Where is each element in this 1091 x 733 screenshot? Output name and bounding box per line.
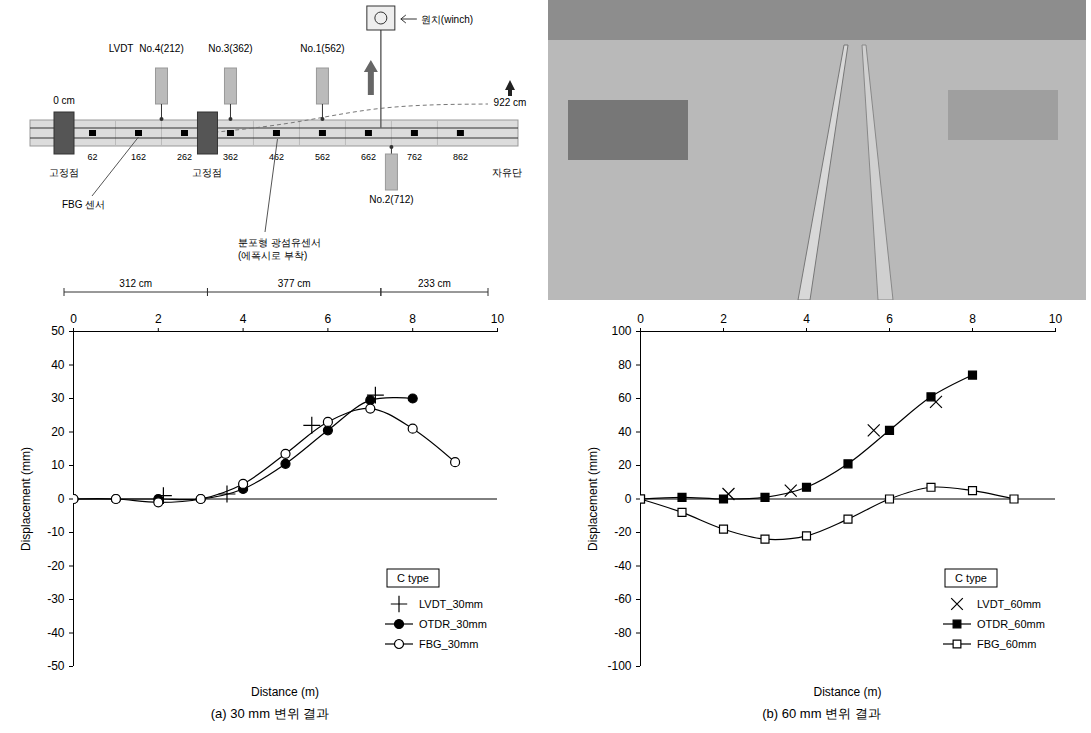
svg-text:0 cm: 0 cm — [53, 95, 75, 106]
svg-text:162: 162 — [131, 152, 146, 162]
svg-text:LVDT_30mm: LVDT_30mm — [419, 598, 483, 610]
svg-text:262: 262 — [177, 152, 192, 162]
svg-text:No.1(562): No.1(562) — [300, 43, 344, 54]
svg-text:0: 0 — [70, 312, 77, 326]
svg-text:고정점: 고정점 — [192, 167, 222, 178]
svg-text:562: 562 — [315, 152, 330, 162]
svg-text:Displacement (mm): Displacement (mm) — [19, 447, 33, 551]
svg-text:312 cm: 312 cm — [119, 278, 152, 289]
svg-text:20: 20 — [51, 425, 65, 439]
svg-text:4: 4 — [240, 312, 247, 326]
svg-text:762: 762 — [407, 152, 422, 162]
svg-text:원치(winch): 원치(winch) — [421, 14, 473, 25]
html-text:Distance (m): Distance (m) — [813, 685, 882, 699]
svg-text:Displacement (mm): Displacement (mm) — [586, 447, 600, 551]
svg-text:-40: -40 — [47, 626, 65, 640]
svg-text:-50: -50 — [47, 659, 65, 673]
svg-text:-20: -20 — [47, 559, 65, 573]
svg-text:C type: C type — [397, 572, 429, 584]
svg-text:분포형 광섬유센서: 분포형 광섬유센서 — [238, 237, 321, 248]
svg-text:233 cm: 233 cm — [418, 278, 451, 289]
svg-text:LVDT_60mm: LVDT_60mm — [977, 598, 1041, 610]
svg-text:-10: -10 — [47, 525, 65, 539]
svg-text:862: 862 — [453, 152, 468, 162]
svg-text:100: 100 — [611, 324, 631, 338]
svg-text:(에폭시로 부착): (에폭시로 부착) — [238, 250, 307, 261]
svg-text:8: 8 — [969, 312, 976, 326]
svg-text:662: 662 — [361, 152, 376, 162]
svg-text:922 cm: 922 cm — [494, 97, 527, 108]
svg-text:30: 30 — [51, 391, 65, 405]
svg-text:-40: -40 — [614, 559, 632, 573]
svg-text:-100: -100 — [607, 659, 631, 673]
svg-text:6: 6 — [325, 312, 332, 326]
svg-text:No.3(362): No.3(362) — [208, 43, 252, 54]
svg-text:OTDR_30mm: OTDR_30mm — [419, 618, 487, 630]
svg-text:462: 462 — [269, 152, 284, 162]
svg-text:OTDR_60mm: OTDR_60mm — [977, 618, 1045, 630]
svg-text:80: 80 — [618, 358, 632, 372]
svg-text:40: 40 — [51, 358, 65, 372]
svg-text:자유단: 자유단 — [492, 167, 522, 178]
svg-text:10: 10 — [491, 312, 505, 326]
svg-text:LVDT: LVDT — [109, 43, 134, 54]
svg-text:4: 4 — [803, 312, 810, 326]
svg-text:0: 0 — [637, 312, 644, 326]
svg-text:-20: -20 — [614, 525, 632, 539]
svg-text:40: 40 — [618, 425, 632, 439]
svg-text:10: 10 — [1049, 312, 1063, 326]
svg-text:8: 8 — [409, 312, 416, 326]
svg-text:No.2(712): No.2(712) — [369, 194, 413, 205]
svg-text:고정점: 고정점 — [49, 167, 79, 178]
svg-text:60: 60 — [618, 391, 632, 405]
svg-text:10: 10 — [51, 458, 65, 472]
svg-text:2: 2 — [155, 312, 162, 326]
svg-text:FBG_30mm: FBG_30mm — [419, 638, 478, 650]
svg-text:0: 0 — [625, 492, 632, 506]
svg-text:-60: -60 — [614, 592, 632, 606]
svg-text:20: 20 — [618, 458, 632, 472]
svg-text:C type: C type — [955, 572, 987, 584]
svg-text:-80: -80 — [614, 626, 632, 640]
svg-text:377 cm: 377 cm — [278, 278, 311, 289]
svg-text:6: 6 — [886, 312, 893, 326]
svg-text:0: 0 — [58, 492, 65, 506]
html-text:(a) 30 mm 변위 결과: (a) 30 mm 변위 결과 — [210, 706, 330, 721]
svg-text:No.4(212): No.4(212) — [139, 43, 183, 54]
svg-text:-30: -30 — [47, 592, 65, 606]
svg-text:FBG_60mm: FBG_60mm — [977, 638, 1036, 650]
html-text:(b) 60 mm 변위 결과: (b) 60 mm 변위 결과 — [762, 706, 881, 721]
html-text:Distance (m): Distance (m) — [251, 685, 319, 699]
svg-text:62: 62 — [88, 152, 98, 162]
svg-text:362: 362 — [223, 152, 238, 162]
svg-text:2: 2 — [720, 312, 727, 326]
svg-text:FBG 센서: FBG 센서 — [62, 199, 105, 210]
svg-text:50: 50 — [51, 324, 65, 338]
